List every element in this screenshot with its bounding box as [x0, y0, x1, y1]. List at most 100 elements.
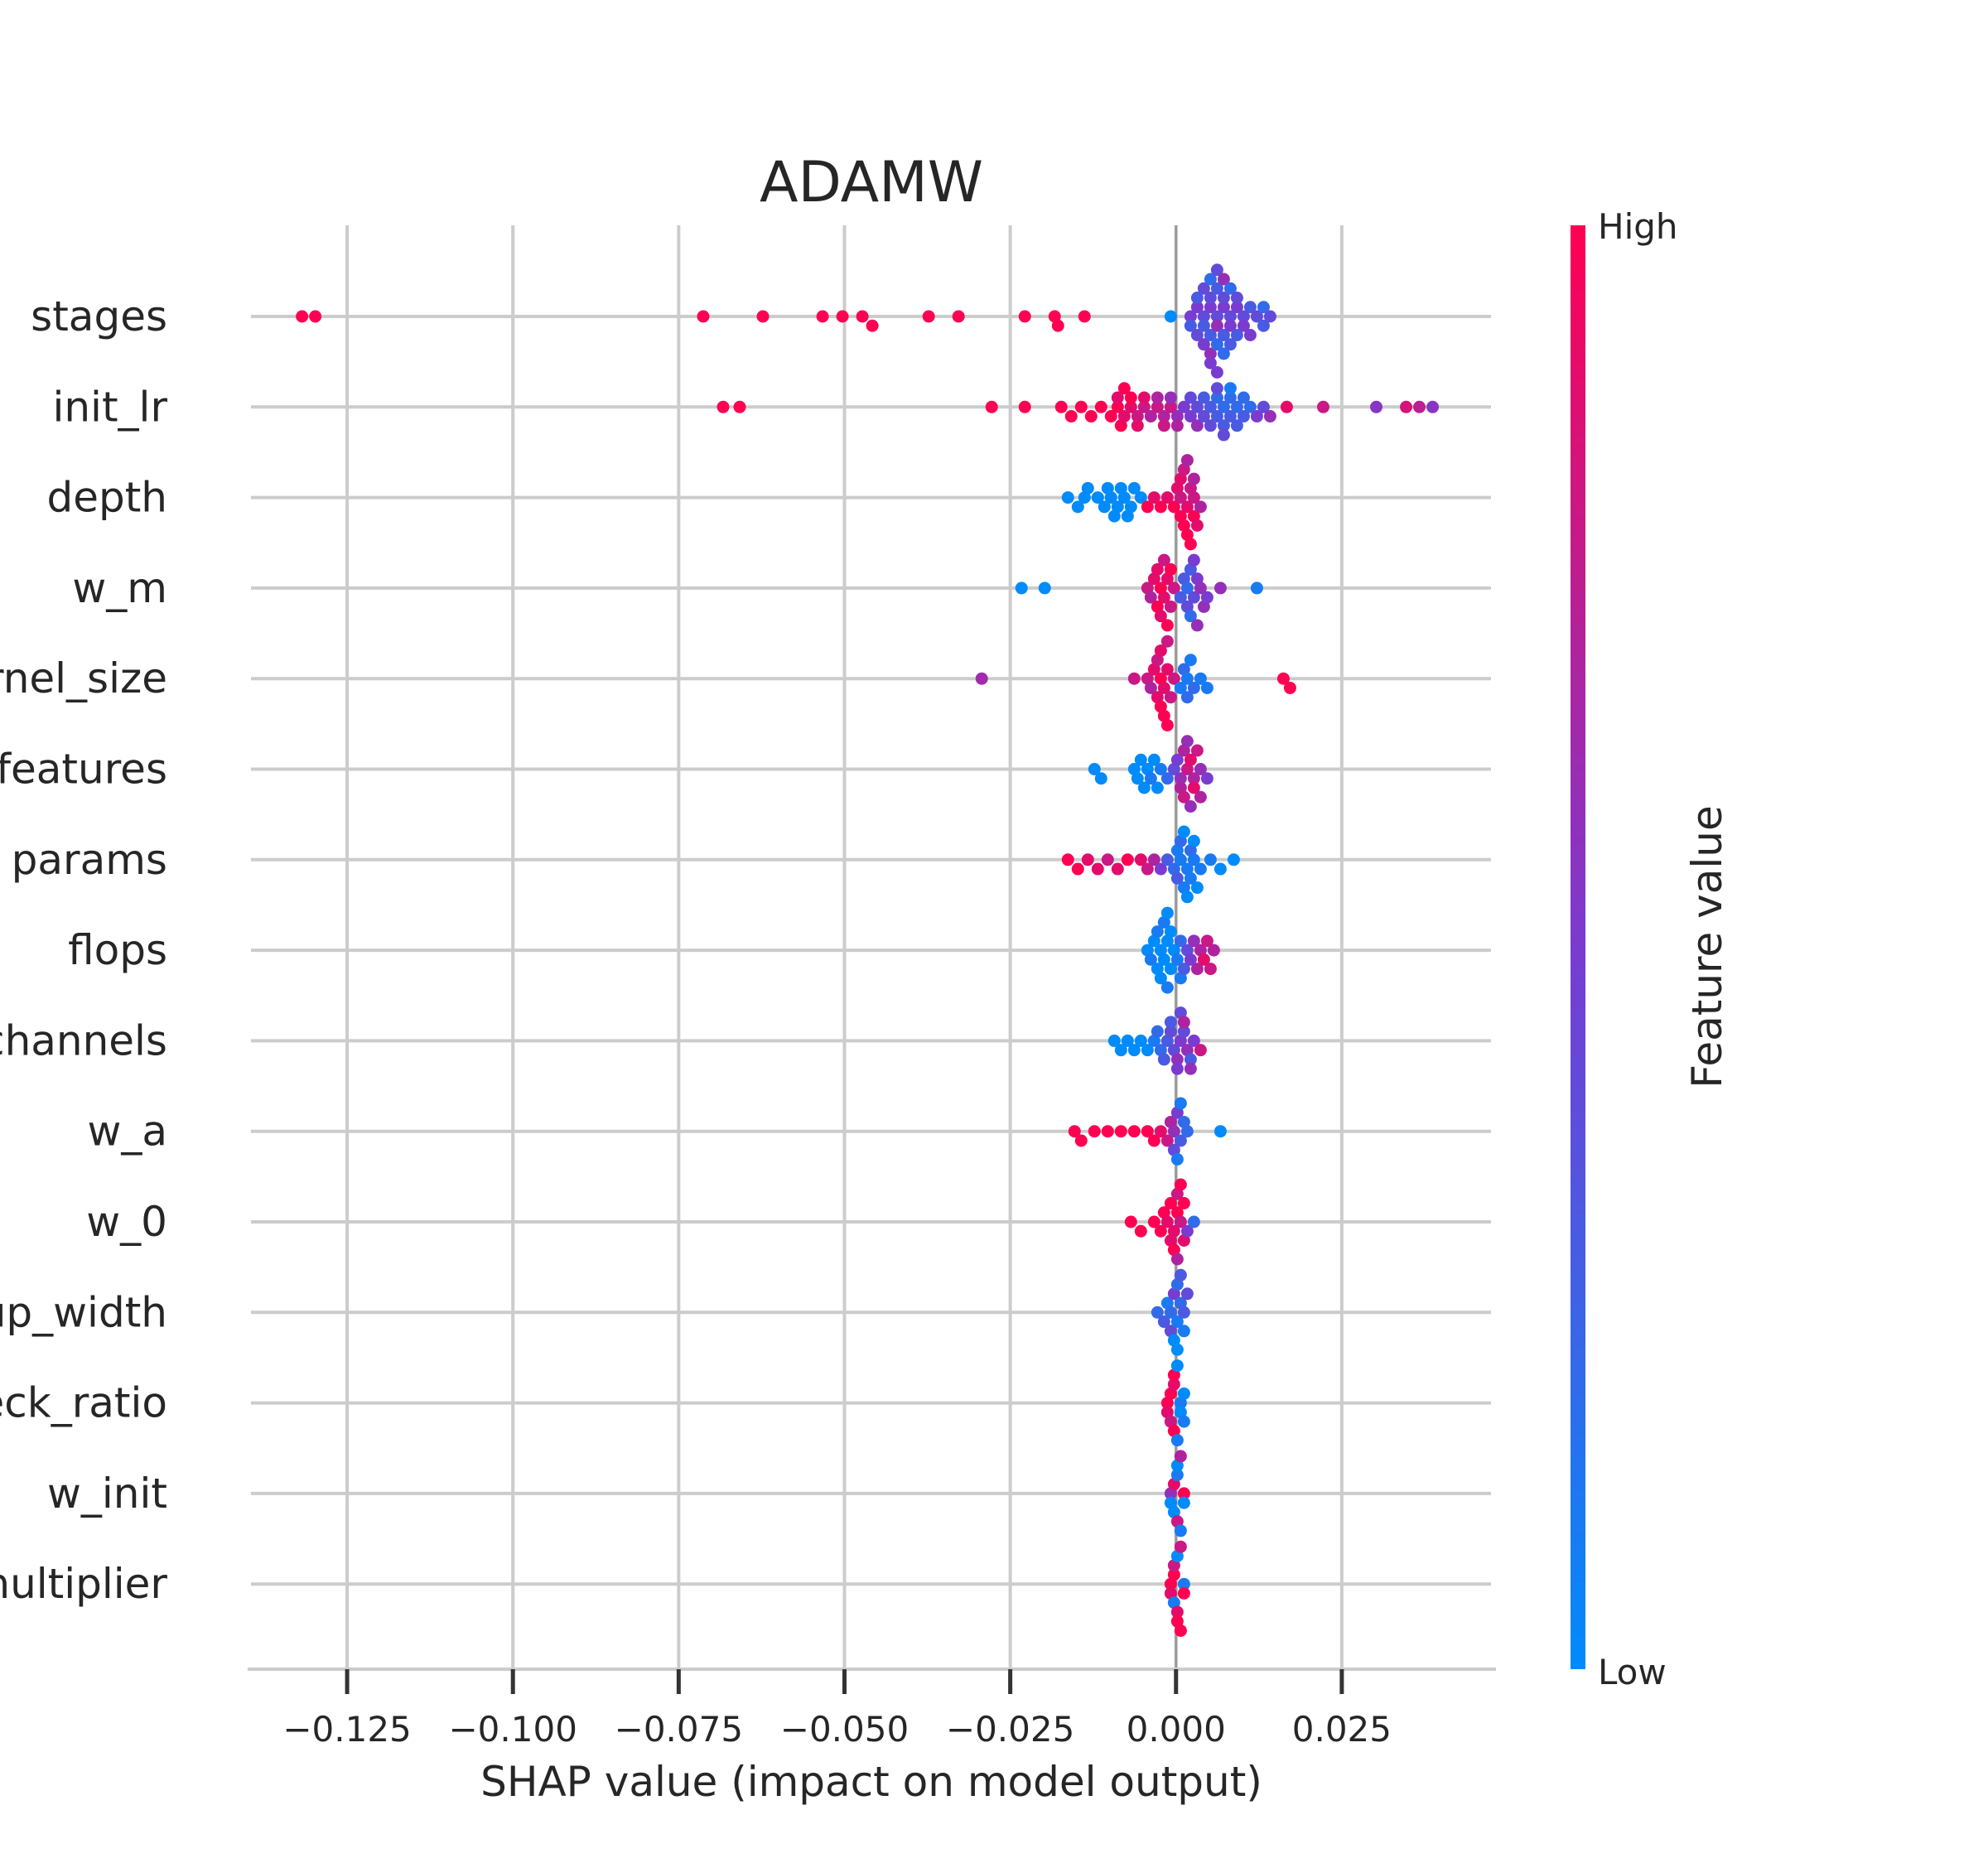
shap-point	[1157, 591, 1170, 604]
shap-point	[1184, 753, 1197, 766]
shap-point	[1167, 1243, 1180, 1257]
shap-point	[1257, 301, 1270, 314]
shap-point	[1174, 509, 1187, 523]
x-ticks: −0.125 −0.100 −0.075 −0.050 −0.025 0.000 0.025	[282, 1669, 1392, 1750]
feature-label: w_m	[72, 564, 167, 612]
shap-point	[1184, 654, 1197, 667]
shap-point	[1167, 1478, 1180, 1491]
shap-point	[1134, 1034, 1147, 1047]
shap-point	[1223, 391, 1237, 404]
shap-point	[1210, 319, 1223, 332]
shap-point	[1174, 1296, 1187, 1310]
shap-point	[1154, 1044, 1167, 1057]
shap-point	[1170, 419, 1184, 432]
shap-point	[1180, 582, 1194, 595]
shap-point	[1177, 1577, 1190, 1590]
shap-point	[1177, 572, 1190, 586]
shap-point	[1164, 1115, 1177, 1128]
shap-point	[1101, 481, 1114, 495]
shap-point	[1107, 509, 1121, 523]
shap-point	[1061, 853, 1074, 866]
shap-point	[1160, 1215, 1174, 1228]
shap-point	[1194, 790, 1207, 804]
feature-label: num_features	[0, 746, 167, 794]
shap-point	[1190, 301, 1204, 314]
shap-point	[1164, 1197, 1177, 1209]
shap-point	[1177, 1115, 1190, 1128]
shap-point	[1223, 410, 1237, 423]
shap-point	[1111, 400, 1124, 413]
shap-point	[1180, 862, 1194, 876]
shap-point	[1167, 1143, 1180, 1156]
shap-point	[1217, 273, 1230, 286]
shap-point	[1177, 400, 1190, 413]
shap-point	[1187, 553, 1200, 567]
shap-point	[756, 310, 770, 323]
shap-point	[1137, 391, 1151, 404]
shap-point	[1111, 862, 1124, 876]
shap-point	[1200, 591, 1214, 604]
shap-point	[1127, 481, 1141, 495]
shap-point	[1400, 400, 1413, 413]
shap-point	[1177, 519, 1190, 532]
shap-point	[1170, 1062, 1184, 1075]
shap-point	[1170, 1359, 1184, 1373]
shap-point	[1151, 654, 1164, 667]
shap-point	[1184, 1053, 1197, 1066]
shap-point	[1157, 1053, 1170, 1066]
shap-point	[1170, 410, 1184, 423]
shap-point	[1210, 263, 1223, 277]
shap-point	[1054, 400, 1068, 413]
shap-point	[1190, 292, 1204, 304]
shap-point	[1214, 862, 1227, 876]
shap-point	[1187, 472, 1200, 485]
colorbar-gradient	[1571, 225, 1585, 1669]
shap-point	[1141, 672, 1154, 685]
shap-point	[1174, 834, 1187, 847]
shap-point	[1074, 400, 1088, 413]
shap-point	[1370, 400, 1383, 413]
shap-point	[1194, 500, 1207, 514]
shap-point	[1061, 491, 1074, 504]
shap-point	[1098, 500, 1111, 514]
shap-point	[1210, 310, 1223, 323]
shap-point	[1160, 981, 1174, 994]
shap-point	[1104, 410, 1117, 423]
shap-point	[1204, 329, 1217, 341]
shap-point	[1210, 410, 1223, 423]
shap-point	[1184, 562, 1197, 576]
shap-point	[1164, 562, 1177, 576]
shap-point	[1180, 763, 1194, 775]
shap-point	[1174, 491, 1187, 504]
shap-point	[1144, 772, 1157, 785]
shap-point	[1243, 400, 1257, 413]
shap-point	[1194, 862, 1207, 876]
shap-point	[1167, 862, 1180, 876]
shap-point	[1177, 1306, 1190, 1319]
shap-point	[1170, 1605, 1184, 1619]
shap-point	[1194, 944, 1207, 957]
shap-point	[1160, 1296, 1174, 1310]
shap-point	[1127, 763, 1141, 775]
shap-point	[1177, 1234, 1190, 1247]
shap-point	[1164, 400, 1177, 413]
shap-point	[1131, 410, 1144, 423]
shap-point	[1180, 500, 1194, 514]
shap-point	[1190, 329, 1204, 341]
shap-point	[1121, 1034, 1134, 1047]
shap-point	[1151, 925, 1164, 939]
shap-point	[952, 310, 965, 323]
shap-point	[1170, 753, 1184, 766]
feature-rows	[251, 315, 1491, 1586]
shap-point	[1197, 282, 1210, 295]
shap-point	[1174, 1006, 1187, 1020]
shap-point	[1187, 1034, 1200, 1047]
shap-point	[1177, 825, 1190, 838]
shap-point	[1157, 915, 1170, 929]
shap-point	[1230, 292, 1243, 304]
shap-point	[1174, 934, 1187, 948]
shap-point	[1124, 500, 1137, 514]
shap-point	[1174, 1134, 1187, 1147]
shap-point	[1104, 491, 1117, 504]
